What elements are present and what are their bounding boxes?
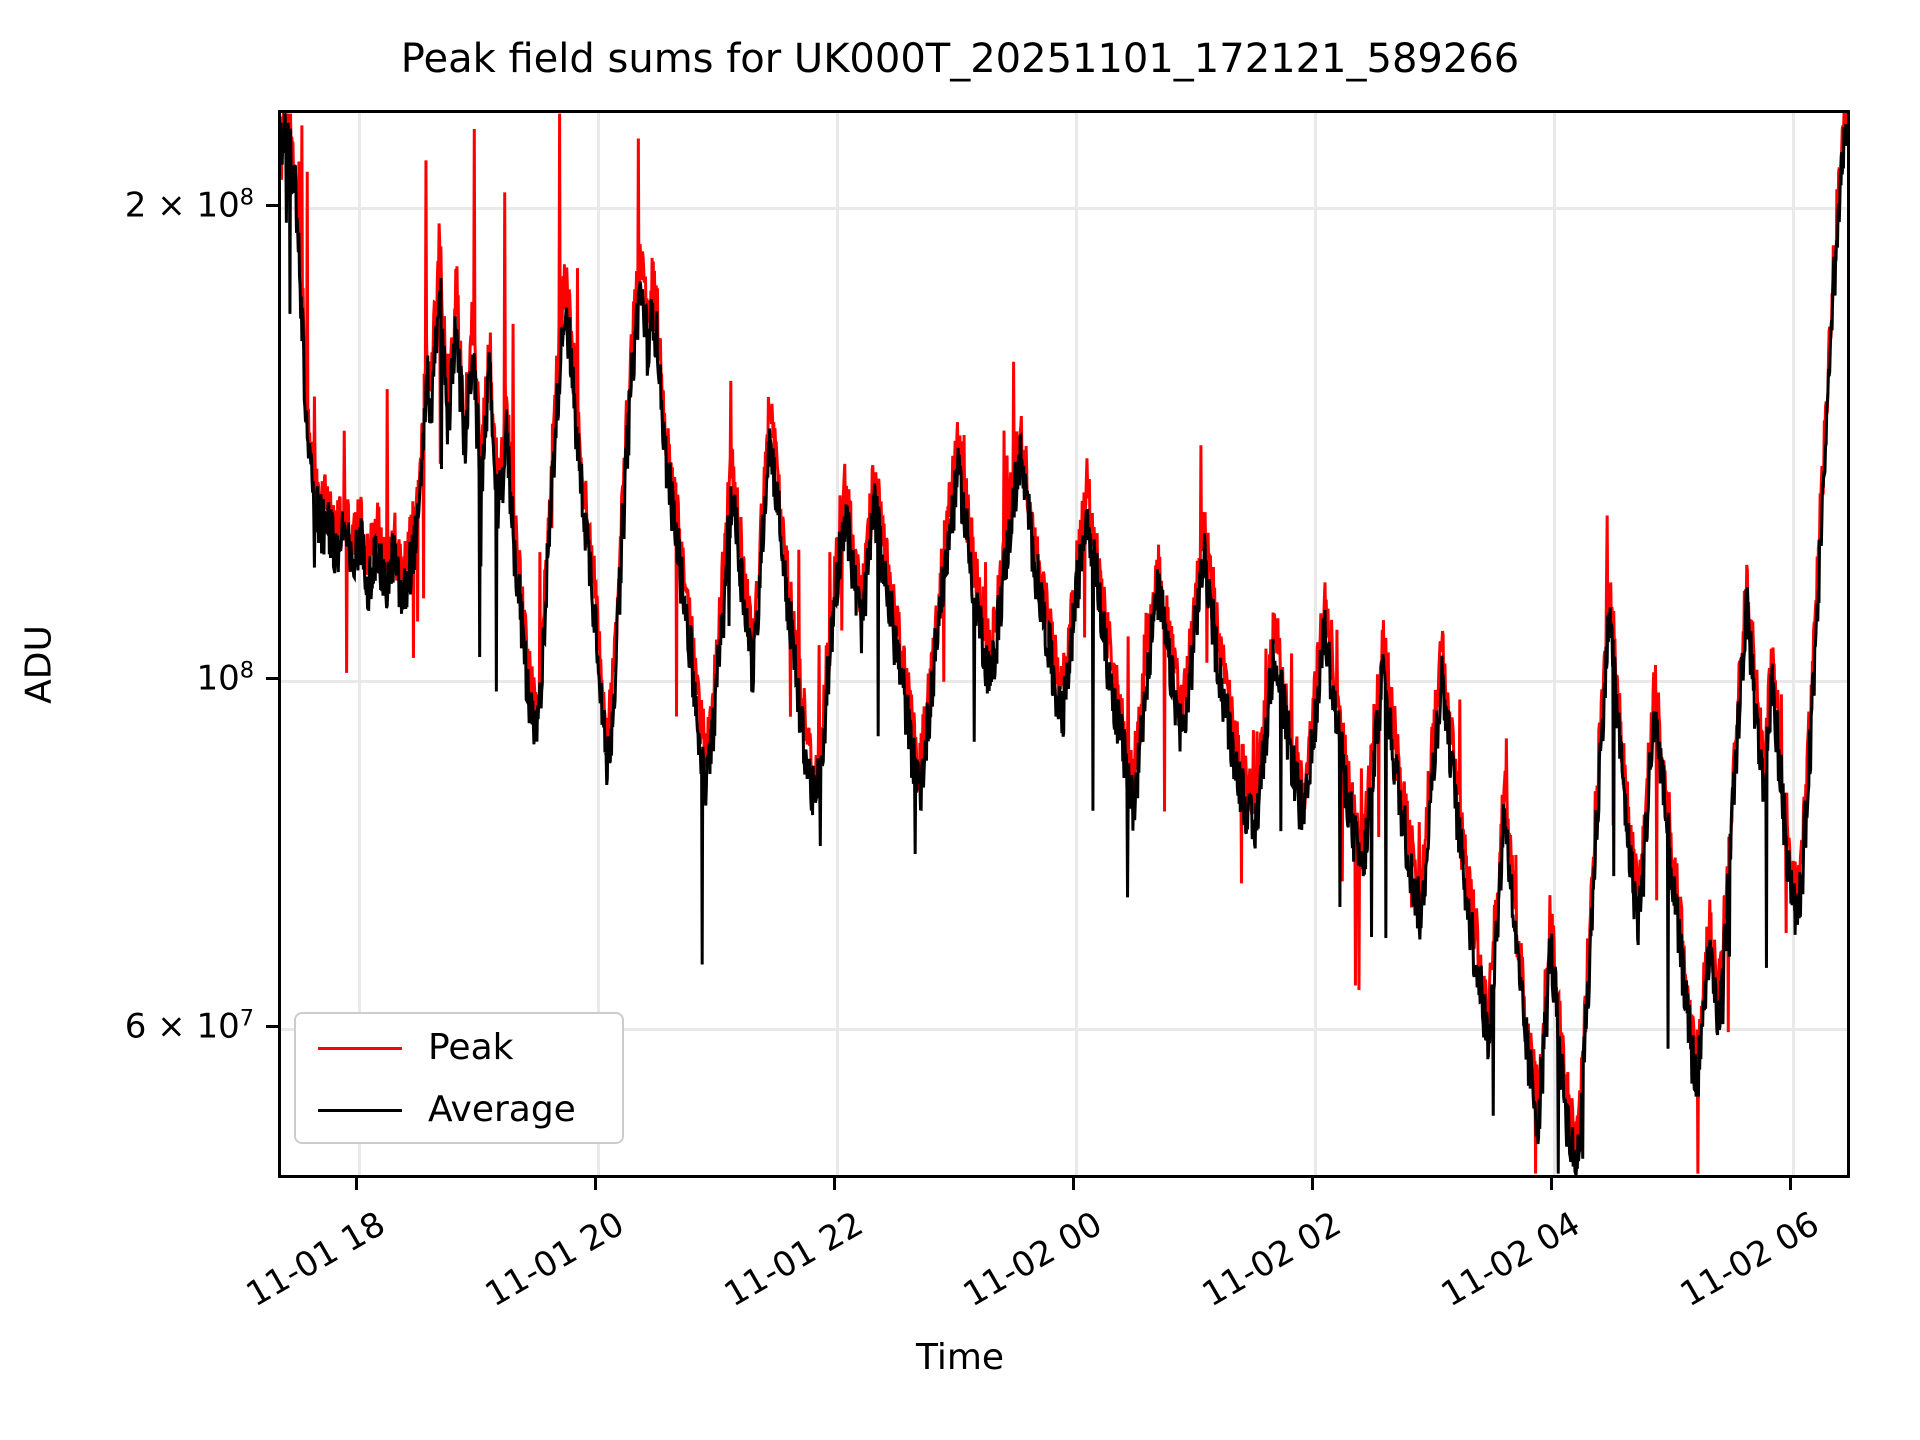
y-tick-label: 108 bbox=[196, 657, 254, 699]
legend-swatch-average bbox=[318, 1108, 402, 1112]
x-axis-label: Time bbox=[915, 1337, 1005, 1378]
y-axis-label: ADU bbox=[18, 625, 60, 704]
series-line-average bbox=[281, 114, 1847, 1174]
x-tick-label: 11-02 04 bbox=[1434, 1204, 1588, 1316]
gridline-vertical bbox=[357, 113, 361, 1175]
series-layer bbox=[281, 113, 1847, 1175]
x-tick-mark bbox=[1071, 1178, 1075, 1190]
x-tick-label: 11-01 18 bbox=[239, 1204, 392, 1316]
gridline-horizontal bbox=[281, 207, 1847, 211]
gridline-vertical bbox=[1314, 113, 1318, 1175]
x-tick-mark bbox=[593, 1178, 597, 1190]
x-tick-label: 11-01 22 bbox=[717, 1204, 870, 1316]
x-tick-mark bbox=[1789, 1178, 1793, 1190]
y-tick-mark bbox=[266, 204, 278, 208]
gridline-horizontal bbox=[281, 1027, 1847, 1031]
legend-item-average: Average bbox=[296, 1082, 622, 1138]
y-tick-label: 2 × 108 bbox=[124, 184, 254, 226]
y-tick-mark bbox=[266, 676, 278, 680]
x-tick-mark bbox=[1550, 1178, 1554, 1190]
x-tick-mark bbox=[1311, 1178, 1315, 1190]
x-tick-mark bbox=[832, 1178, 836, 1190]
x-tick-mark bbox=[354, 1178, 358, 1190]
gridline-vertical bbox=[835, 113, 839, 1175]
legend-label-average: Average bbox=[428, 1089, 576, 1130]
x-tick-label: 11-02 02 bbox=[1195, 1204, 1349, 1316]
gridline-vertical bbox=[1792, 113, 1796, 1175]
legend-swatch-peak bbox=[318, 1046, 402, 1050]
y-tick-label: 6 × 107 bbox=[124, 1005, 254, 1047]
gridline-vertical bbox=[1553, 113, 1557, 1175]
page-title: Peak field sums for UK000T_20251101_1721… bbox=[400, 36, 1520, 82]
legend-item-peak: Peak bbox=[296, 1020, 622, 1076]
y-tick-mark bbox=[266, 1024, 278, 1028]
legend-label-peak: Peak bbox=[428, 1027, 514, 1068]
x-tick-label: 11-01 20 bbox=[478, 1204, 631, 1316]
gridline-vertical bbox=[1074, 113, 1078, 1175]
plot-area bbox=[278, 110, 1850, 1178]
x-tick-label: 11-02 00 bbox=[956, 1204, 1109, 1316]
legend: Peak Average bbox=[294, 1012, 624, 1144]
x-tick-label: 11-02 06 bbox=[1673, 1204, 1827, 1316]
